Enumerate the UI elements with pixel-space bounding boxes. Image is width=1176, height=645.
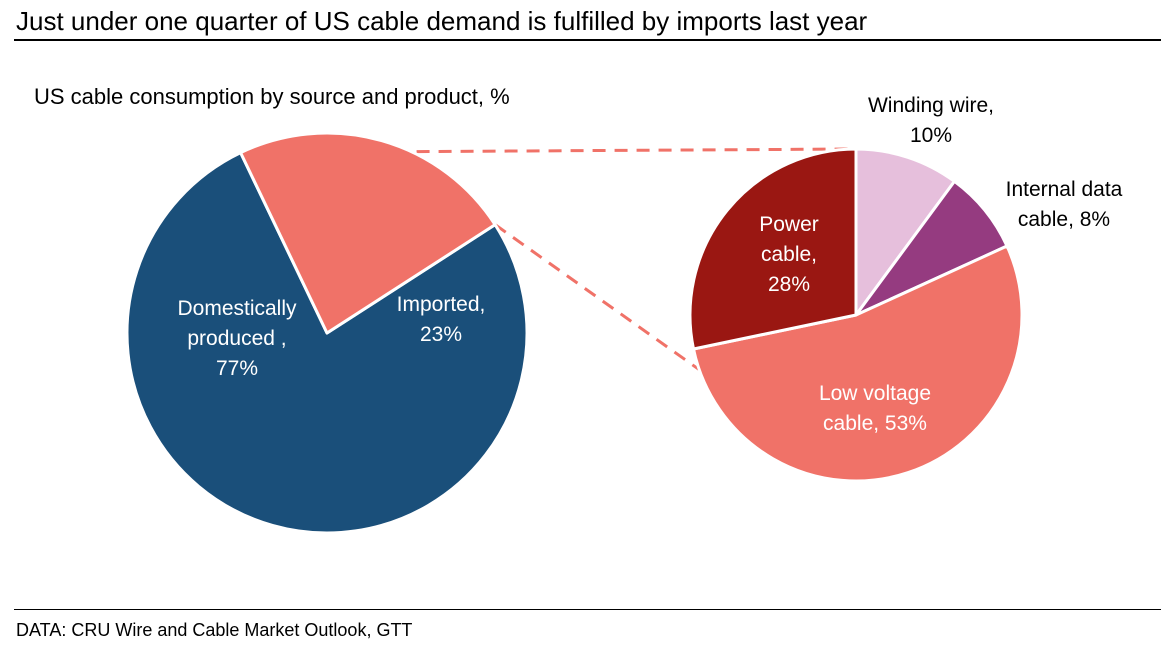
- slice-label-domestically-produced: Domestically produced , 77%: [177, 297, 297, 380]
- headline-rule: [14, 39, 1161, 41]
- connector-line-bottom: [494, 223, 857, 483]
- pie-slice-power-cable: [688, 147, 858, 351]
- data-source: DATA: CRU Wire and Cable Market Outlook,…: [16, 620, 413, 640]
- slice-label-imported: Imported, 23%: [397, 293, 486, 346]
- pie-slice-domestically-produced: [125, 151, 529, 535]
- slice-label-internal-data-cable: Internal data cable, 8%: [1006, 178, 1123, 231]
- pie-slice-imported: [239, 131, 497, 335]
- connector-line-top: [240, 147, 857, 155]
- slice-label-winding-wire: Winding wire, 10%: [868, 94, 994, 147]
- pie-slice-low-voltage-cable: [692, 244, 1024, 483]
- slice-labels: Domestically produced , 77% Imported, 23% Win…: [177, 94, 1122, 435]
- pie-slice-winding-wire: [854, 147, 956, 317]
- source-pie: [125, 131, 529, 535]
- chart-subtitle: US cable consumption by source and produ…: [34, 84, 510, 109]
- slice-label-power-cable: Power cable, 28%: [759, 213, 819, 296]
- chart-headline: Just under one quarter of US cable deman…: [16, 6, 868, 36]
- product-pie: [688, 147, 1024, 483]
- connector-lines: [240, 147, 857, 483]
- footer-rule: [14, 609, 1161, 610]
- slice-label-low-voltage-cable: Low voltage cable, 53%: [819, 382, 931, 435]
